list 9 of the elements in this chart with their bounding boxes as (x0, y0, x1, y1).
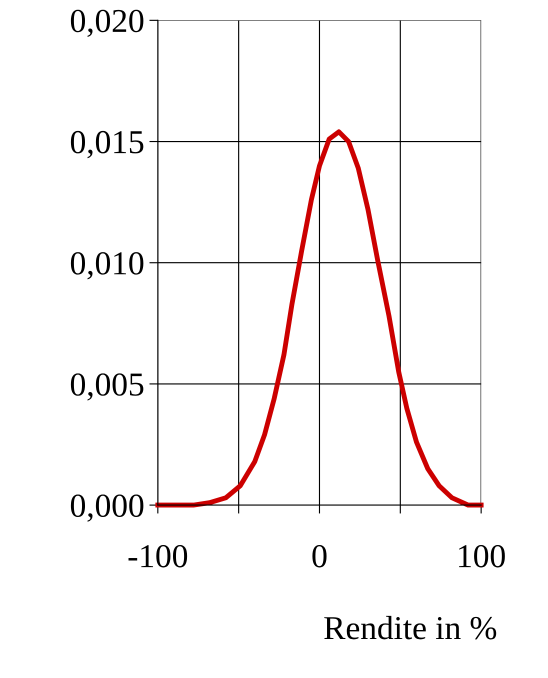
x-axis-title: Rendite in % (324, 616, 496, 640)
y-tick-label: 0,010 (70, 252, 144, 280)
y-tick-label: 0,005 (70, 373, 144, 401)
x-tick-label: 100 (459, 544, 505, 568)
x-tick-label: 0 (312, 544, 327, 568)
y-tick-label: 0,020 (70, 10, 144, 38)
y-tick-label: 0,000 (70, 494, 144, 522)
x-tick-label: -100 (128, 544, 188, 568)
y-tick-label: 0,015 (70, 130, 144, 158)
